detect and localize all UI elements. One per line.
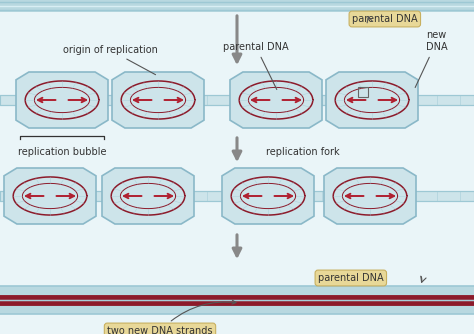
Polygon shape: [230, 72, 322, 128]
Polygon shape: [102, 168, 194, 224]
Polygon shape: [102, 168, 194, 224]
Text: two new DNA strands: two new DNA strands: [107, 300, 236, 334]
Text: parental DNA: parental DNA: [223, 42, 289, 90]
Polygon shape: [326, 72, 418, 128]
Bar: [0, 191, 474, 201]
Text: new
DNA: new DNA: [415, 30, 447, 88]
Polygon shape: [4, 168, 96, 224]
Polygon shape: [112, 72, 204, 128]
Text: replication fork: replication fork: [266, 147, 340, 157]
Polygon shape: [326, 72, 418, 128]
Bar: [0, 286, 474, 314]
Text: parental DNA: parental DNA: [318, 273, 383, 283]
Polygon shape: [222, 168, 314, 224]
Polygon shape: [16, 72, 108, 128]
Polygon shape: [112, 72, 204, 128]
Bar: [358, 87, 368, 97]
Text: origin of replication: origin of replication: [63, 45, 157, 75]
Text: replication bubble: replication bubble: [18, 147, 106, 157]
Bar: [0, 0, 474, 12]
Text: parental DNA: parental DNA: [352, 14, 418, 24]
Polygon shape: [16, 72, 108, 128]
Polygon shape: [324, 168, 416, 224]
Bar: [0, 95, 474, 105]
Polygon shape: [324, 168, 416, 224]
Polygon shape: [222, 168, 314, 224]
Polygon shape: [4, 168, 96, 224]
Polygon shape: [230, 72, 322, 128]
